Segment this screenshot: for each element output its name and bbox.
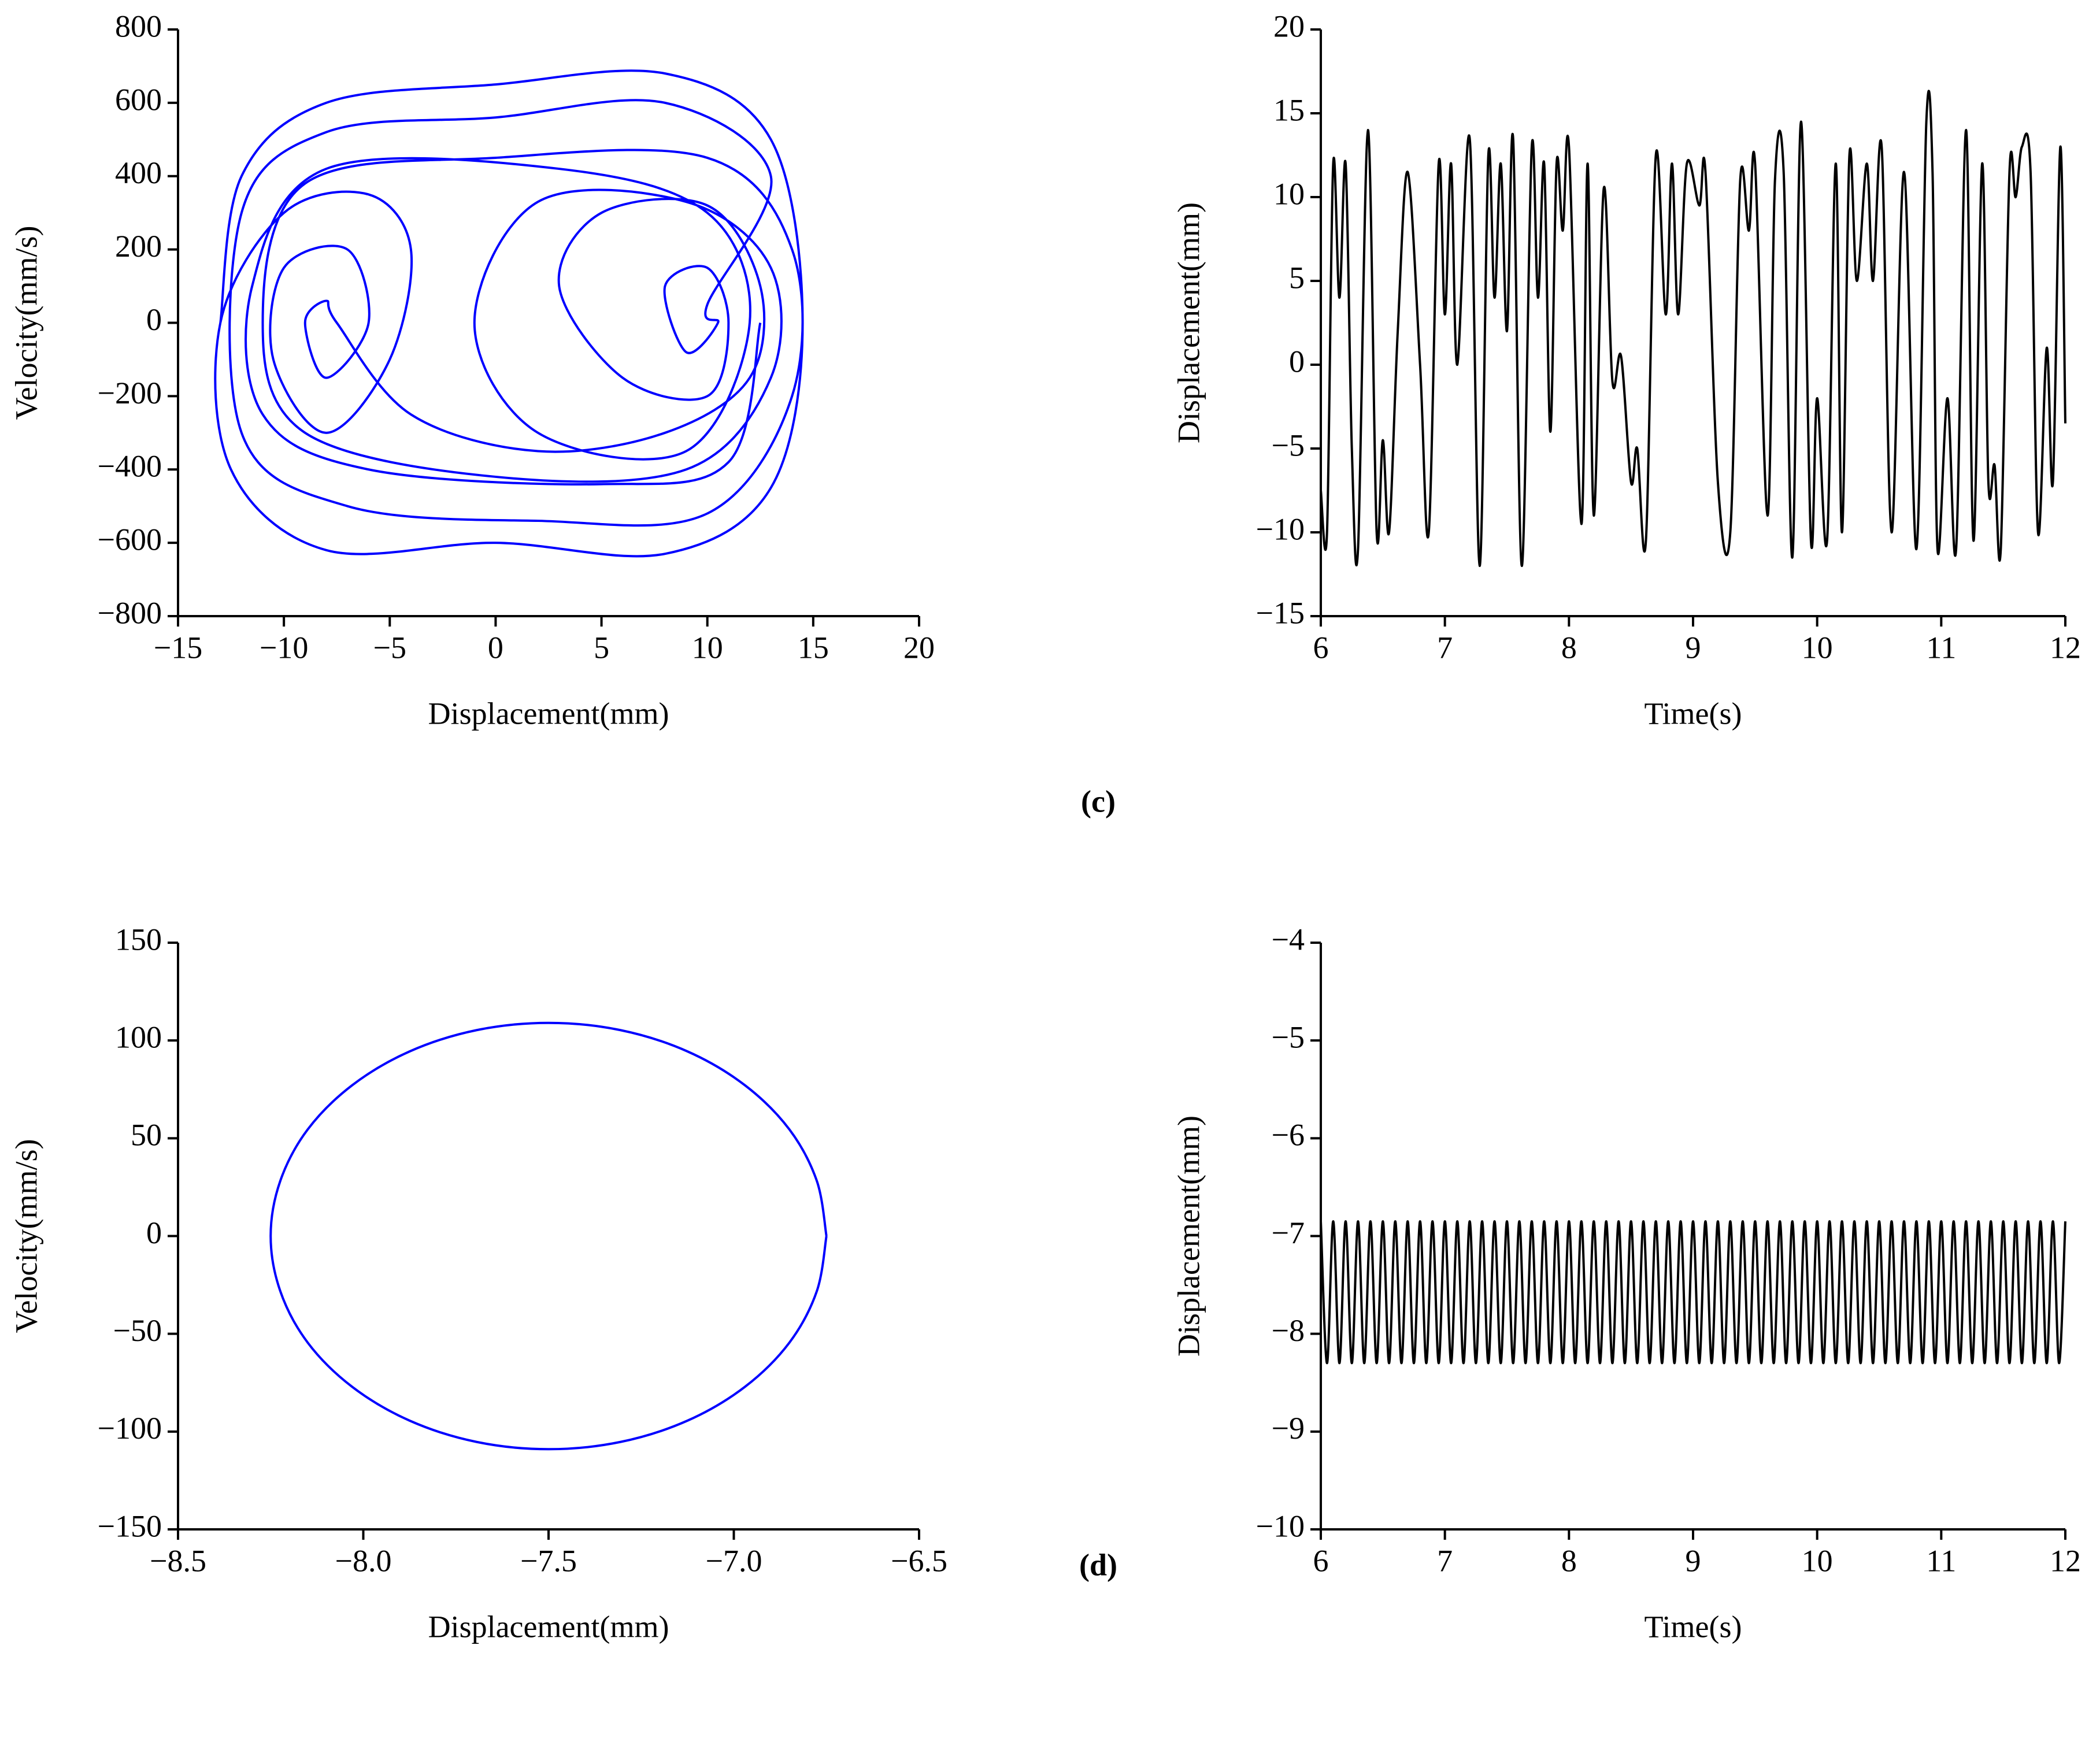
y-tick-label: 0 [146, 1216, 162, 1250]
x-tick-label: 12 [2050, 1543, 2081, 1578]
x-tick-label: 8 [1561, 1543, 1577, 1578]
data-line [269, 1021, 828, 1451]
x-tick-label: 11 [1926, 1543, 1956, 1578]
x-tick-label: 11 [1926, 630, 1956, 665]
y-axis-title: Displacement(mm) [1171, 202, 1206, 443]
x-tick-label: 12 [2050, 630, 2081, 665]
y-tick-label: 400 [115, 155, 162, 190]
x-tick-label: 20 [903, 630, 935, 665]
chart: −8.5 −8.0 −7.5 −7.0 −6.5 −150 −100 −50 0 50 100 150… [9, 922, 947, 1644]
y-tick-label: −10 [1256, 1509, 1305, 1543]
y-tick-label: 15 [1273, 92, 1305, 127]
y-axis-title: Velocity(mm/s) [9, 226, 43, 420]
x-tick-label: 6 [1313, 630, 1329, 665]
y-axis-title: Velocity(mm/s) [9, 1139, 43, 1333]
y-tick-label: −100 [98, 1411, 162, 1446]
x-axis-title: Time(s) [1644, 696, 1742, 731]
y-tick-label: −9 [1272, 1411, 1305, 1446]
y-tick-label: −150 [98, 1509, 162, 1543]
x-tick-label: −15 [154, 630, 202, 665]
y-tick-label: −5 [1272, 428, 1305, 462]
data-line [214, 69, 804, 558]
y-tick-label: −4 [1272, 922, 1305, 957]
y-tick-label: 0 [146, 302, 162, 337]
y-axis-title: Displacement(mm) [1171, 1116, 1206, 1357]
x-tick-label: 10 [1802, 1543, 1833, 1578]
y-tick-label: −7 [1272, 1216, 1305, 1250]
y-tick-label: −15 [1256, 595, 1305, 630]
y-tick-label: −400 [98, 449, 162, 484]
y-tick-label: 20 [1273, 9, 1305, 43]
y-tick-label: −50 [113, 1313, 162, 1348]
x-tick-label: 6 [1313, 1543, 1329, 1578]
x-tick-label: −5 [373, 630, 406, 665]
x-axis-title: Displacement(mm) [428, 1609, 669, 1644]
panel-label: (c) [1081, 784, 1116, 818]
x-tick-label: −8.0 [335, 1543, 392, 1578]
y-tick-label: 5 [1289, 260, 1305, 295]
x-tick-label: 5 [594, 630, 609, 665]
y-tick-label: −6 [1272, 1118, 1305, 1153]
y-tick-label: 600 [115, 82, 162, 117]
panel-label: (d) [1079, 1547, 1117, 1582]
y-tick-label: −800 [98, 595, 162, 630]
y-tick-label: 150 [115, 922, 162, 957]
x-tick-label: −7.5 [520, 1543, 577, 1578]
x-tick-label: 10 [692, 630, 723, 665]
x-tick-label: 9 [1686, 1543, 1701, 1578]
y-tick-label: 50 [131, 1118, 162, 1153]
y-tick-label: 0 [1289, 344, 1305, 379]
x-tick-label: 15 [798, 630, 829, 665]
y-tick-label: −10 [1256, 512, 1305, 546]
x-axis-title: Displacement(mm) [428, 696, 669, 731]
y-tick-label: 800 [115, 9, 162, 43]
x-tick-label: 8 [1561, 630, 1577, 665]
x-tick-label: 9 [1686, 630, 1701, 665]
x-axis-title: Time(s) [1644, 1609, 1742, 1644]
x-tick-label: −8.5 [150, 1543, 206, 1578]
data-line [1320, 90, 2066, 568]
y-tick-label: −600 [98, 523, 162, 557]
y-tick-label: −5 [1272, 1020, 1305, 1055]
x-tick-label: 0 [488, 630, 503, 665]
y-tick-label: 100 [115, 1020, 162, 1055]
y-tick-label: −8 [1272, 1313, 1305, 1348]
y-tick-label: 10 [1273, 176, 1305, 211]
chart: −15 −10 −5 0 5 10 15 20 −800 −600 −400 −200 0 200 400 6… [9, 9, 935, 731]
chart: 6 7 8 9 10 11 12 −15 −10 −5 0 5 10 15 20 Time(s) Displac… [1171, 9, 2081, 731]
x-tick-label: 7 [1437, 630, 1453, 665]
y-tick-label: 200 [115, 229, 162, 264]
x-tick-label: −7.0 [706, 1543, 762, 1578]
chart: 6 7 8 9 10 11 12 −10 −9 −8 −7 −6 −5 −4 Time(s) Displace… [1171, 922, 2081, 1644]
x-tick-label: −6.5 [891, 1543, 947, 1578]
x-tick-label: 10 [1802, 630, 1833, 665]
data-line [1320, 1220, 2066, 1365]
y-tick-label: −200 [98, 376, 162, 410]
x-tick-label: −10 [260, 630, 308, 665]
x-tick-label: 7 [1437, 1543, 1453, 1578]
